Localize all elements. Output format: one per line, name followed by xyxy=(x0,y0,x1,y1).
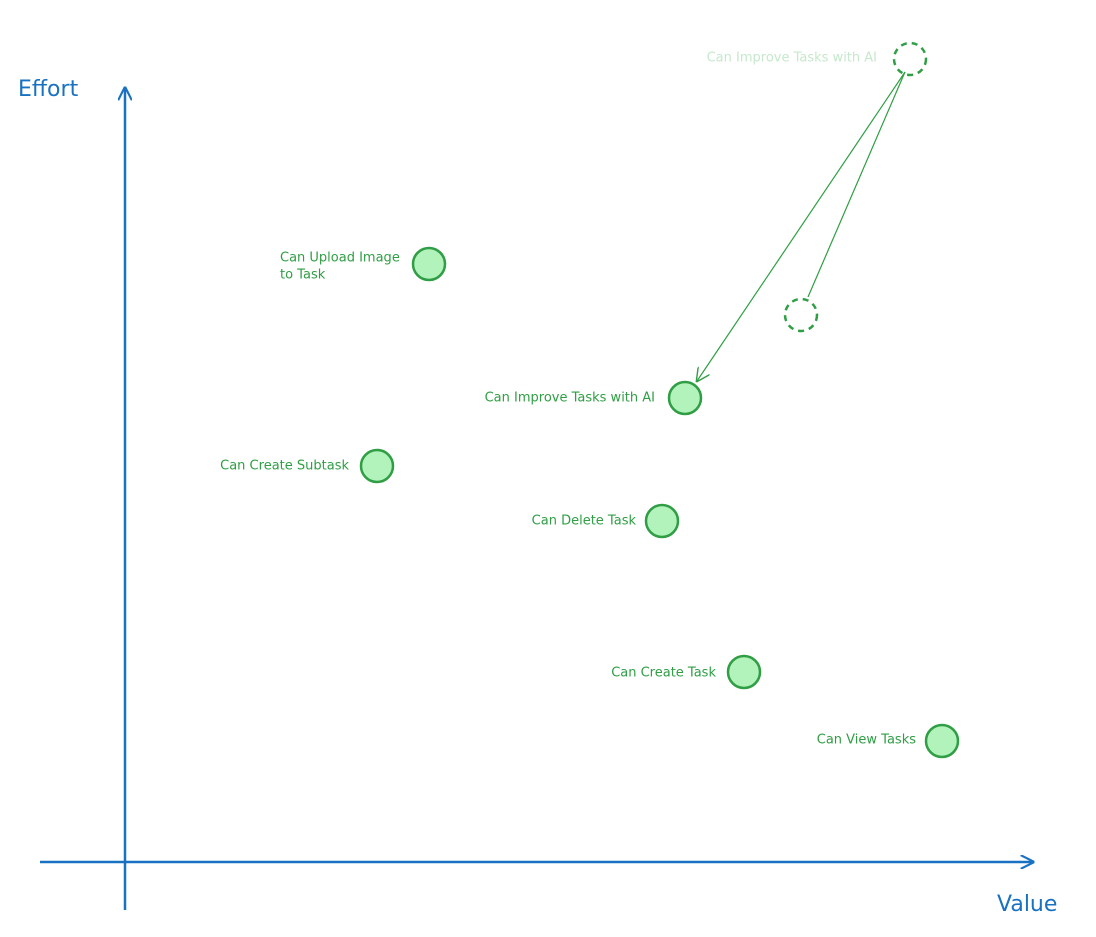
feature-label: Can Create Subtask xyxy=(220,459,349,474)
x-axis-label: Value xyxy=(997,892,1057,917)
feature-node xyxy=(726,654,762,690)
previous-node xyxy=(783,297,819,333)
feature-label: to Task xyxy=(280,268,326,283)
feature-label: Can View Tasks xyxy=(817,733,916,748)
feature-label: Can Upload Image xyxy=(280,251,400,266)
feature-label: Can Improve Tasks with AI xyxy=(485,391,655,406)
previous-label: Can Improve Tasks with AI xyxy=(707,51,877,66)
feature-label: Can Delete Task xyxy=(532,514,637,529)
feature-node xyxy=(924,723,960,759)
y-axis-label: Effort xyxy=(18,77,79,102)
feature-node xyxy=(411,246,447,282)
feature-node xyxy=(359,448,395,484)
nodes: Can Upload Image to Task Can Improve Tasks… xyxy=(220,246,960,759)
feature-node xyxy=(644,503,680,539)
feature-node xyxy=(667,380,703,416)
previous-node xyxy=(892,41,928,77)
move-arrow xyxy=(697,71,906,381)
feature-label: Can Create Task xyxy=(611,666,716,681)
move-line xyxy=(807,71,906,298)
